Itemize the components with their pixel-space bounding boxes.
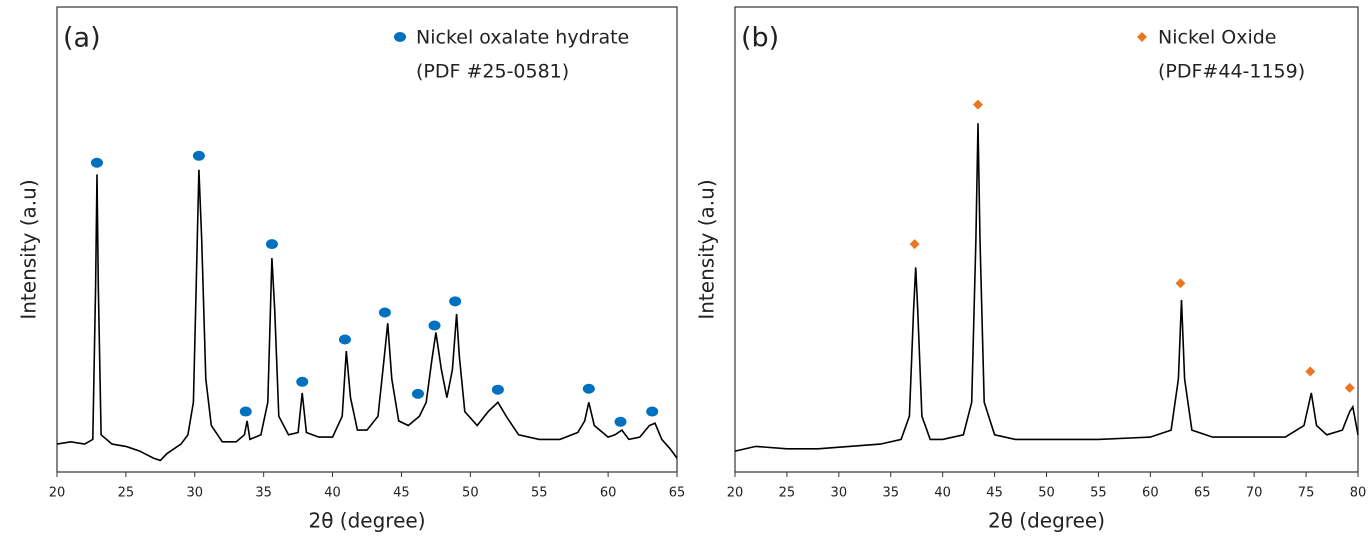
legend-marker (394, 32, 406, 42)
x-tick-label: 70 (1246, 486, 1263, 501)
x-tick-label: 60 (1142, 486, 1159, 501)
x-tick-label: 40 (324, 486, 341, 501)
x-tick-label: 55 (531, 486, 548, 501)
x-tick-label: 30 (831, 486, 848, 501)
peak-marker (1305, 366, 1316, 377)
x-tick-label: 45 (393, 486, 410, 501)
xrd-pattern (734, 123, 1359, 452)
peak-marker (239, 406, 252, 417)
peak-marker (428, 320, 441, 331)
x-tick-label: 60 (600, 486, 617, 501)
x-tick-label: 50 (462, 486, 479, 501)
x-tick-label: 45 (986, 486, 1003, 501)
peak-marker (646, 406, 659, 417)
peak-marker (491, 384, 504, 395)
x-axis-label: 2θ (degree) (988, 509, 1105, 533)
x-tick-label: 50 (1038, 486, 1055, 501)
x-tick-label: 80 (1350, 486, 1367, 501)
y-axis-label: Intensity (a.u) (695, 179, 719, 319)
x-tick-label: 25 (779, 486, 796, 501)
xrd-pattern (56, 169, 678, 462)
peak-marker (614, 416, 627, 427)
x-tick-label: 20 (49, 486, 66, 501)
panel-label: (a) (63, 23, 101, 54)
x-tick-label: 25 (118, 486, 135, 501)
peak-marker (1175, 278, 1186, 289)
x-axis-label: 2θ (degree) (308, 509, 425, 533)
x-tick-label: 20 (727, 486, 744, 501)
peak-marker (972, 99, 983, 110)
x-tick-label: 40 (934, 486, 951, 501)
peak-marker (296, 376, 309, 387)
peak-marker (1344, 382, 1355, 393)
x-tick-label: 75 (1298, 486, 1315, 501)
x-tick-label: 35 (882, 486, 899, 501)
peak-marker (411, 388, 424, 399)
x-tick-label: 55 (1090, 486, 1107, 501)
legend-marker (1137, 32, 1147, 42)
peak-marker (582, 383, 595, 394)
panel-label: (b) (741, 23, 779, 54)
legend-note: (PDF #25-0581) (416, 61, 569, 83)
peak-marker (909, 239, 920, 250)
x-tick-label: 65 (1194, 486, 1211, 501)
legend-label: Nickel Oxide (1158, 27, 1277, 49)
legend-label: Nickel oxalate hydrate (416, 27, 629, 49)
legend-note: (PDF#44-1159) (1158, 61, 1305, 83)
peak-marker (265, 239, 278, 250)
peak-marker (90, 157, 103, 168)
peak-marker (449, 296, 462, 307)
peak-marker (192, 150, 205, 161)
peak-marker (338, 334, 351, 345)
plot-frame (56, 6, 678, 473)
x-tick-label: 35 (255, 486, 272, 501)
y-axis-label: Intensity (a.u) (17, 179, 41, 319)
peak-marker (378, 307, 391, 318)
x-tick-label: 30 (187, 486, 204, 501)
x-tick-label: 65 (669, 486, 686, 501)
